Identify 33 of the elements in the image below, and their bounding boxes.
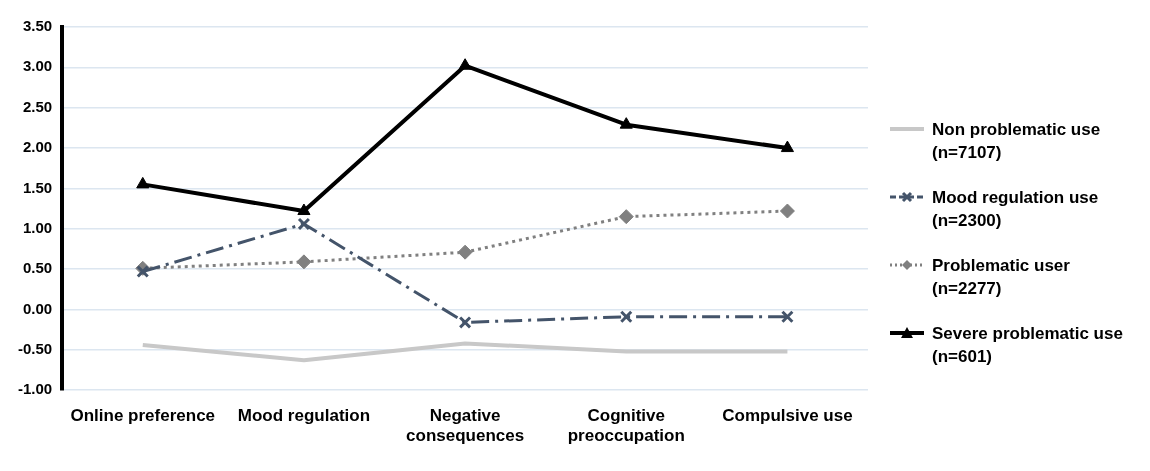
y-tick-label: 1.00 — [22, 218, 53, 236]
point — [136, 176, 150, 189]
y-tick-label: 2.00 — [22, 138, 53, 156]
legend-label: Mood regulation use (n=2300) — [932, 187, 1100, 232]
legend-label: Problematic user (n=2277) — [932, 255, 1071, 300]
y-tick-label: -1.00 — [17, 380, 53, 398]
x-tick-label: Negative consequences — [406, 406, 525, 446]
x-tick-label: Mood regulation — [237, 406, 371, 426]
point — [458, 315, 472, 329]
point — [297, 217, 311, 231]
y-tick-label: -0.50 — [17, 339, 53, 357]
point — [297, 203, 311, 216]
y-tick-label: 3.50 — [22, 17, 53, 35]
y-tick-label: 3.00 — [22, 57, 53, 75]
point — [780, 140, 794, 153]
point — [457, 244, 473, 260]
y-tick-label: 0.50 — [22, 259, 53, 277]
point — [780, 310, 794, 324]
y-tick-label: 1.50 — [22, 178, 53, 196]
x-tick-label: Compulsive use — [722, 406, 853, 426]
legend-label: Severe problematic use (n=601) — [932, 323, 1124, 368]
y-tick-label: 0.00 — [22, 299, 53, 317]
x-tick-label: Online preference — [70, 406, 216, 426]
point — [296, 254, 312, 270]
point — [619, 117, 633, 129]
point — [779, 203, 795, 219]
point — [619, 310, 633, 324]
point — [618, 209, 634, 225]
point — [458, 58, 472, 70]
point — [136, 265, 150, 278]
x-tick-label: Cognitive preoccupation — [567, 406, 685, 446]
legend-label: Non problematic use (n=7107) — [932, 119, 1102, 164]
y-tick-label: 2.50 — [22, 97, 53, 115]
